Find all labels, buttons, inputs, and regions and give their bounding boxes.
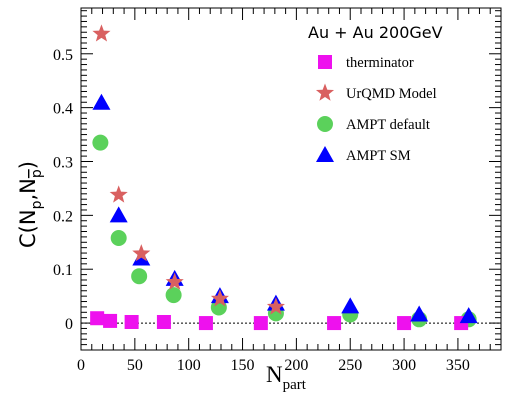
urqmd-model-point bbox=[165, 272, 184, 290]
y-axis-title-suffix: ) bbox=[16, 161, 40, 169]
legend-marker-urqmd-model bbox=[315, 83, 335, 101]
ampt-default-point bbox=[131, 268, 148, 285]
axis-tick-labels: 0 50 100 150 200 250 300 350 0 0.1 0.2 0.3 0.4 0.5 bbox=[53, 47, 470, 374]
ampt-sm-point bbox=[459, 307, 478, 324]
therminator-point bbox=[90, 311, 105, 326]
legend-marker-ampt-default bbox=[317, 116, 333, 132]
legend-title: Au + Au 200GeV bbox=[308, 23, 443, 42]
y-tick-label: 0.5 bbox=[53, 47, 73, 64]
ampt-sm-point bbox=[92, 93, 111, 110]
urqmd-model-point bbox=[109, 185, 128, 203]
y-tick-label: 0.3 bbox=[53, 154, 73, 171]
therminator-point bbox=[253, 316, 268, 331]
therminator-point bbox=[397, 316, 412, 331]
axis-ticks bbox=[80, 8, 502, 351]
urqmd-model-point bbox=[132, 244, 151, 262]
x-tick-label: 250 bbox=[338, 357, 362, 374]
y-tick-label: 0.2 bbox=[53, 208, 73, 225]
x-tick-label: 0 bbox=[77, 357, 85, 374]
legend-marker-therminator bbox=[318, 55, 332, 69]
y-tick-label: 0.1 bbox=[53, 262, 73, 279]
urqmd-model-point bbox=[210, 289, 229, 307]
ampt-default-point bbox=[110, 229, 127, 246]
legend-label: UrQMD Model bbox=[346, 86, 437, 102]
therminator-point bbox=[198, 316, 213, 331]
ampt-default-point bbox=[165, 287, 182, 304]
legend-label: therminator bbox=[346, 55, 414, 71]
y-axis-title-sub2: p bbox=[29, 169, 45, 178]
legend: Au + Au 200GeV therminator UrQMD Model AMP… bbox=[308, 23, 443, 164]
x-axis-title-sub: part bbox=[283, 377, 307, 393]
x-tick-label: 50 bbox=[127, 357, 143, 374]
ampt-sm-point bbox=[410, 305, 429, 322]
ampt-default-point bbox=[92, 134, 109, 151]
plot-frame bbox=[80, 7, 502, 351]
x-tick-label: 100 bbox=[177, 357, 201, 374]
y-tick-label: 0.4 bbox=[53, 101, 73, 118]
therminator-point bbox=[327, 316, 342, 331]
x-tick-label: 300 bbox=[392, 357, 416, 374]
ampt-sm-point bbox=[109, 206, 128, 223]
therminator-point bbox=[124, 314, 139, 329]
x-axis-title-main: N bbox=[266, 362, 283, 387]
therminator-point bbox=[156, 314, 171, 329]
x-axis-title: Npart bbox=[266, 362, 307, 393]
y-tick-label: 0 bbox=[65, 316, 73, 333]
x-tick-label: 350 bbox=[446, 357, 470, 374]
y-axis-title-sub1: p bbox=[29, 200, 45, 209]
x-tick-label: 200 bbox=[284, 357, 308, 374]
x-tick-label: 150 bbox=[231, 357, 255, 374]
urqmd-model-point bbox=[266, 297, 285, 315]
ampt-sm-point bbox=[341, 297, 360, 314]
legend-label: AMPT SM bbox=[346, 148, 411, 164]
legend-label: AMPT default bbox=[346, 117, 430, 133]
y-axis-title-mid: ,N bbox=[16, 178, 40, 200]
y-axis-title-prefix: C(N bbox=[16, 209, 40, 248]
therminator-point bbox=[103, 313, 118, 328]
urqmd-model-point bbox=[92, 24, 111, 42]
data-points bbox=[90, 24, 478, 331]
y-axis-title: C(Np,Np) bbox=[16, 161, 45, 248]
legend-marker-ampt-sm bbox=[316, 146, 334, 162]
